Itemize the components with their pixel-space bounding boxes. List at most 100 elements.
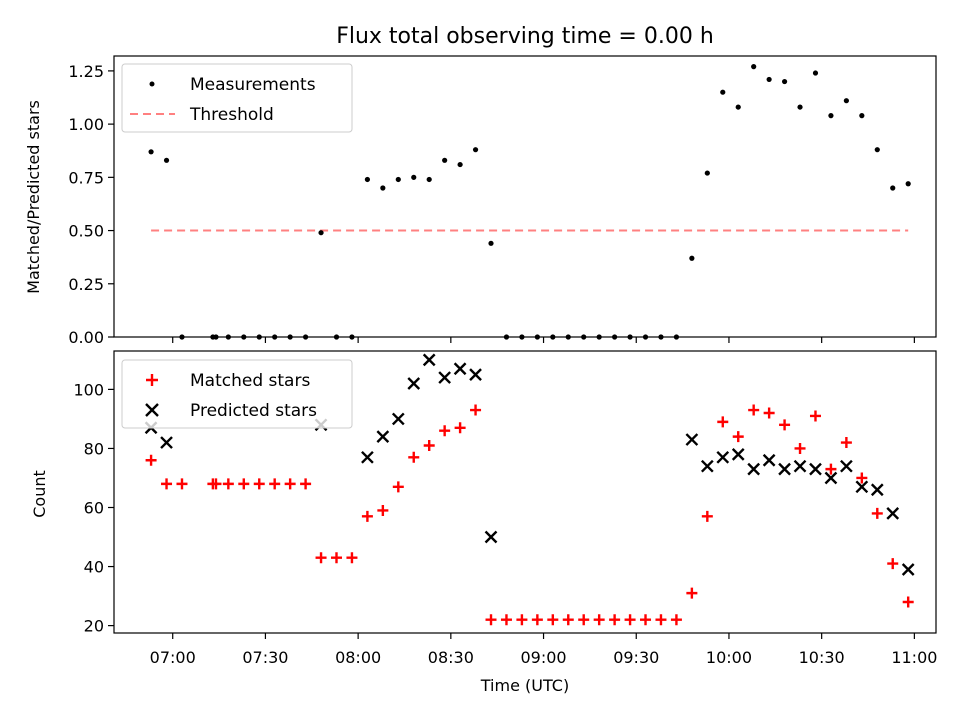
legend-measurements-marker (149, 81, 155, 87)
matched-star-point (176, 478, 188, 490)
predicted-star-point (840, 459, 853, 473)
measurement-point (797, 104, 803, 110)
bottom-panel: 20 40 60 80 100 07:00 07:30 08:00 08:30 09:00 09:… (30, 350, 937, 695)
legend-matched-marker (146, 374, 158, 386)
matched-star-point (439, 425, 451, 437)
chart-title: Flux total observing time = 0.00 h (336, 24, 714, 49)
top-panel: 0.00 0.25 0.50 0.75 1.00 1.25 Matched/Predict… (24, 55, 937, 347)
measurement-point (272, 334, 278, 340)
predicted-star-point (422, 353, 436, 367)
predicted-star-point (391, 412, 405, 426)
measurement-point (333, 334, 340, 340)
measurement-point (565, 334, 571, 340)
matched-star-point (717, 416, 729, 428)
legend-predicted-marker (145, 403, 159, 417)
bottom-y-tick-label: 40 (84, 558, 104, 577)
bottom-x-tick-label: 11:00 (891, 648, 937, 667)
matched-star-point (408, 451, 420, 463)
matched-star-point (516, 614, 528, 626)
bottom-x-tick-label: 07:30 (242, 648, 288, 667)
matched-star-point (222, 478, 234, 490)
measurement-point (364, 176, 370, 183)
bottom-y-tick-label: 80 (84, 439, 104, 458)
bottom-y-tick-label: 60 (84, 499, 104, 518)
predicted-star-point (793, 459, 807, 473)
predicted-star-point (855, 480, 869, 494)
measurement-point (673, 334, 680, 340)
predicted-star-point (376, 430, 390, 443)
measurement-point (843, 98, 849, 104)
matched-star-point (238, 478, 250, 490)
top-y-tick-label: 0.50 (68, 222, 104, 241)
top-y-tick-label: 1.25 (68, 62, 104, 81)
matched-star-point (902, 596, 914, 608)
matched-star-point (779, 419, 791, 431)
legend-measurements-label: Measurements (190, 75, 316, 95)
bottom-y-tick-label: 100 (73, 380, 104, 399)
predicted-star-point (407, 377, 421, 390)
measurement-point (828, 113, 834, 119)
matched-star-point (840, 437, 852, 449)
matched-star-point (300, 478, 312, 490)
matched-star-point (701, 510, 713, 522)
measurement-point (318, 230, 324, 236)
predicted-star-point (160, 436, 173, 449)
matched-star-point (871, 507, 883, 519)
bottom-x-tick-label: 10:30 (799, 648, 845, 667)
matched-star-point (315, 552, 327, 564)
top-y-tick-label: 0.25 (68, 275, 104, 294)
bottom-x-tick-label: 10:00 (706, 648, 752, 667)
matched-star-point (794, 442, 806, 454)
predicted-star-point (886, 507, 900, 520)
measurement-point (689, 255, 695, 261)
matched-star-point (887, 558, 899, 570)
measurement-point (781, 78, 788, 85)
matched-star-point (593, 614, 605, 626)
bottom-x-tick-label: 08:00 (335, 648, 381, 667)
matched-star-point (346, 552, 358, 564)
matched-star-point (578, 614, 590, 626)
matched-star-point (377, 504, 389, 516)
predicted-star-point (778, 462, 791, 476)
bottom-y-tick-label: 20 (84, 617, 104, 636)
measurement-point (658, 334, 664, 340)
matched-star-point (531, 614, 543, 626)
matched-star-point (361, 510, 373, 522)
predicted-star-point (484, 530, 498, 544)
matched-star-point (562, 614, 574, 626)
measurement-point (874, 147, 880, 153)
measurement-point (581, 334, 587, 340)
top-y-axis: 0.00 0.25 0.50 0.75 1.00 1.25 (68, 62, 114, 347)
matched-star-point (640, 614, 652, 626)
predicted-star-point (361, 450, 374, 464)
measurement-point (472, 147, 479, 153)
matched-star-point (686, 587, 698, 599)
measurement-point (627, 334, 633, 340)
measurement-point (519, 334, 525, 340)
measurement-point (550, 334, 556, 340)
matched-star-point (485, 614, 497, 626)
measurement-point (179, 334, 185, 340)
matched-star-point (161, 478, 173, 490)
measurement-point (488, 240, 494, 246)
bottom-legend-box (121, 359, 353, 429)
measurement-point (426, 176, 432, 183)
predicted-star-point (747, 462, 761, 476)
matched-star-point (210, 478, 222, 490)
matched-star-point (825, 463, 837, 475)
matched-star-point (547, 614, 559, 626)
measurement-point (751, 64, 757, 70)
predicted-star-point (716, 450, 730, 464)
legend-threshold-label: Threshold (189, 105, 274, 125)
bottom-x-tick-label: 09:30 (613, 648, 659, 667)
matched-star-point (145, 454, 157, 466)
matched-star-point (253, 478, 265, 490)
top-plot-area (148, 64, 911, 340)
predicted-star-point (685, 433, 699, 446)
matched-star-point (732, 431, 744, 443)
legend-predicted-label: Predicted stars (190, 401, 317, 421)
measurement-point (395, 176, 401, 183)
predicted-star-point (731, 448, 745, 461)
matched-star-point (284, 478, 296, 490)
